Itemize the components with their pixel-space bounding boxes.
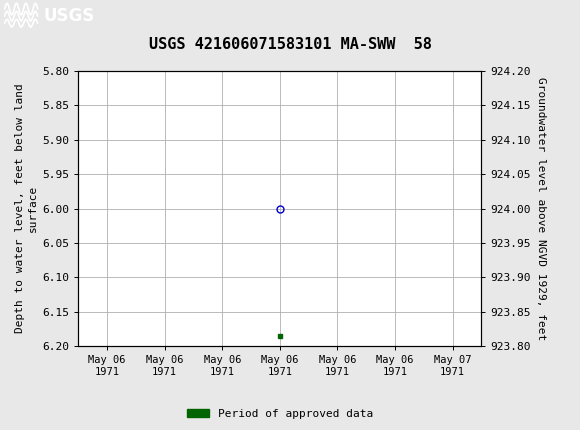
Legend: Period of approved data: Period of approved data <box>182 404 378 423</box>
Text: USGS: USGS <box>44 7 95 25</box>
Y-axis label: Depth to water level, feet below land
surface: Depth to water level, feet below land su… <box>15 84 38 333</box>
Text: USGS 421606071583101 MA-SWW  58: USGS 421606071583101 MA-SWW 58 <box>148 37 432 52</box>
Y-axis label: Groundwater level above NGVD 1929, feet: Groundwater level above NGVD 1929, feet <box>536 77 546 340</box>
